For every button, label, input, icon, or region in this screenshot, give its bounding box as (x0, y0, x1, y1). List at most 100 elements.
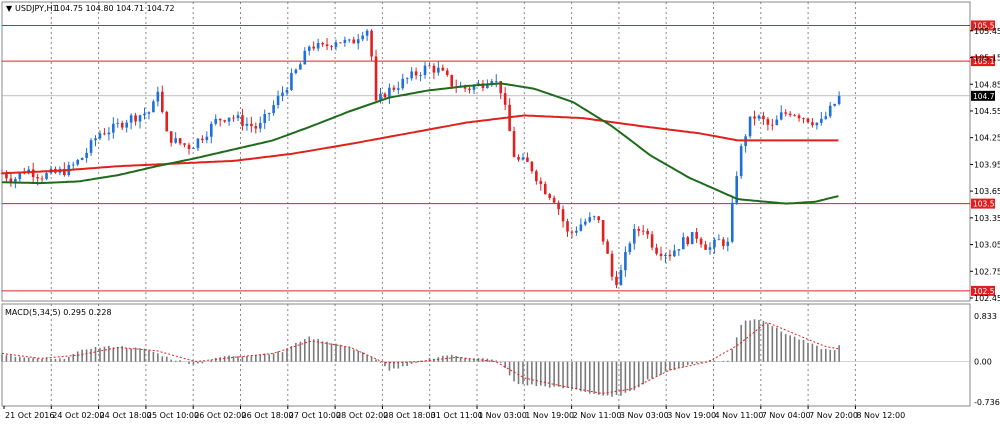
candle-body (615, 276, 618, 286)
candle-body (276, 96, 280, 106)
time-tick-label: 7 Nov 04:00 (762, 411, 811, 420)
candle-body (521, 157, 525, 160)
candle-body (107, 132, 111, 135)
time-tick-label: 27 Oct 10:00 (289, 411, 341, 420)
candle-body (699, 238, 703, 245)
time-tick-label: 1 Nov 19:00 (525, 411, 574, 420)
price-tick-label: 104.55 (974, 107, 1000, 116)
candle-body (579, 224, 583, 231)
ma-fast-line (1, 114, 839, 175)
macd-histogram (1, 319, 970, 397)
candle-body (815, 122, 819, 126)
candle-body (388, 87, 391, 98)
candle-body (174, 138, 177, 143)
candle-body (103, 133, 106, 135)
candle-body (557, 202, 560, 210)
candle-body (143, 113, 146, 116)
price-tick-label: 102.45 (974, 294, 1000, 303)
time-tick-label: 7 Nov 20:00 (809, 411, 858, 420)
candle-body (713, 239, 716, 248)
time-tick-label: 3 Nov 03:00 (620, 411, 669, 420)
level-tag-label: 102.53 (973, 287, 999, 296)
price-axis: 105.45 105.15 104.85 104.55 104.25 103.95 103.… (970, 27, 1000, 303)
candle-body (410, 71, 413, 79)
candle-body (668, 254, 672, 257)
time-tick-label: 26 Oct 02:00 (194, 411, 246, 420)
candle-body (646, 230, 649, 235)
candle-body (348, 39, 351, 41)
candle-body (218, 118, 222, 121)
candle-body (561, 209, 565, 222)
level-tag (971, 285, 995, 296)
chart-header-arrow[interactable]: ▼ (6, 4, 13, 13)
candle-body (76, 159, 79, 165)
candle-body (597, 216, 600, 221)
candle-body (361, 35, 364, 40)
candle-body (771, 124, 774, 126)
candle-body (584, 221, 587, 225)
candle-body (610, 253, 614, 277)
candle-body (432, 65, 436, 73)
candle-body (494, 81, 498, 82)
candle-body (156, 91, 160, 102)
candle-body (806, 118, 810, 123)
candle-body (125, 122, 128, 128)
candle-body (183, 143, 186, 145)
candle-body (263, 114, 267, 124)
candle-body (5, 173, 8, 179)
moving-averages (1, 82, 839, 205)
macd-axis: 0.833 0.00 -0.736 (974, 312, 1000, 407)
candle-body (837, 96, 841, 104)
candle-body (704, 244, 707, 250)
candle-body (543, 183, 547, 195)
candle-body (641, 230, 645, 232)
candle-body (833, 103, 836, 106)
candle-body (695, 232, 698, 239)
candle-body (396, 88, 400, 90)
candle-body (437, 67, 440, 73)
candle-body (214, 118, 218, 124)
candle-body (650, 234, 654, 248)
candle-body (232, 117, 235, 119)
candle-body (343, 39, 347, 43)
candle-body (441, 67, 445, 71)
candle-body (526, 157, 529, 162)
candle-body (659, 253, 663, 257)
candle-body (673, 250, 676, 257)
candle-body (129, 115, 133, 123)
level-tag (971, 56, 995, 67)
candle-body (294, 69, 298, 74)
time-tick-label: 3 Nov 19:00 (667, 411, 716, 420)
candle-body (450, 74, 454, 87)
candle-body (227, 117, 231, 122)
time-tick-label: 1 Nov 03:00 (478, 411, 527, 420)
macd-tick-label: -0.736 (974, 398, 1000, 407)
candle-body (570, 231, 574, 233)
candle-body (9, 178, 13, 183)
current-price-tag (971, 90, 995, 101)
candle-body (152, 101, 155, 113)
candle-body (299, 64, 302, 70)
candle-body (138, 115, 142, 122)
candle-body (677, 249, 681, 251)
price-panel-frame (1, 1, 971, 302)
candle-body (71, 164, 75, 166)
price-tick-label: 105.15 (974, 54, 1000, 63)
macd-signal-line (1, 322, 839, 394)
candle-body (472, 85, 476, 90)
candle-body (802, 118, 805, 120)
candle-body (205, 136, 209, 141)
level-tag (971, 20, 995, 31)
time-tick-label: 28 Oct 18:00 (383, 411, 435, 420)
candle-body (134, 115, 137, 122)
candle-body (201, 138, 204, 141)
candle-body (192, 147, 195, 149)
candle-body (94, 138, 97, 141)
candle-body (374, 56, 378, 101)
price-tick-label: 103.35 (974, 214, 1000, 223)
candle-body (619, 270, 623, 286)
candle-body (63, 168, 66, 176)
candle-body (517, 156, 520, 160)
candle-body (147, 112, 151, 114)
